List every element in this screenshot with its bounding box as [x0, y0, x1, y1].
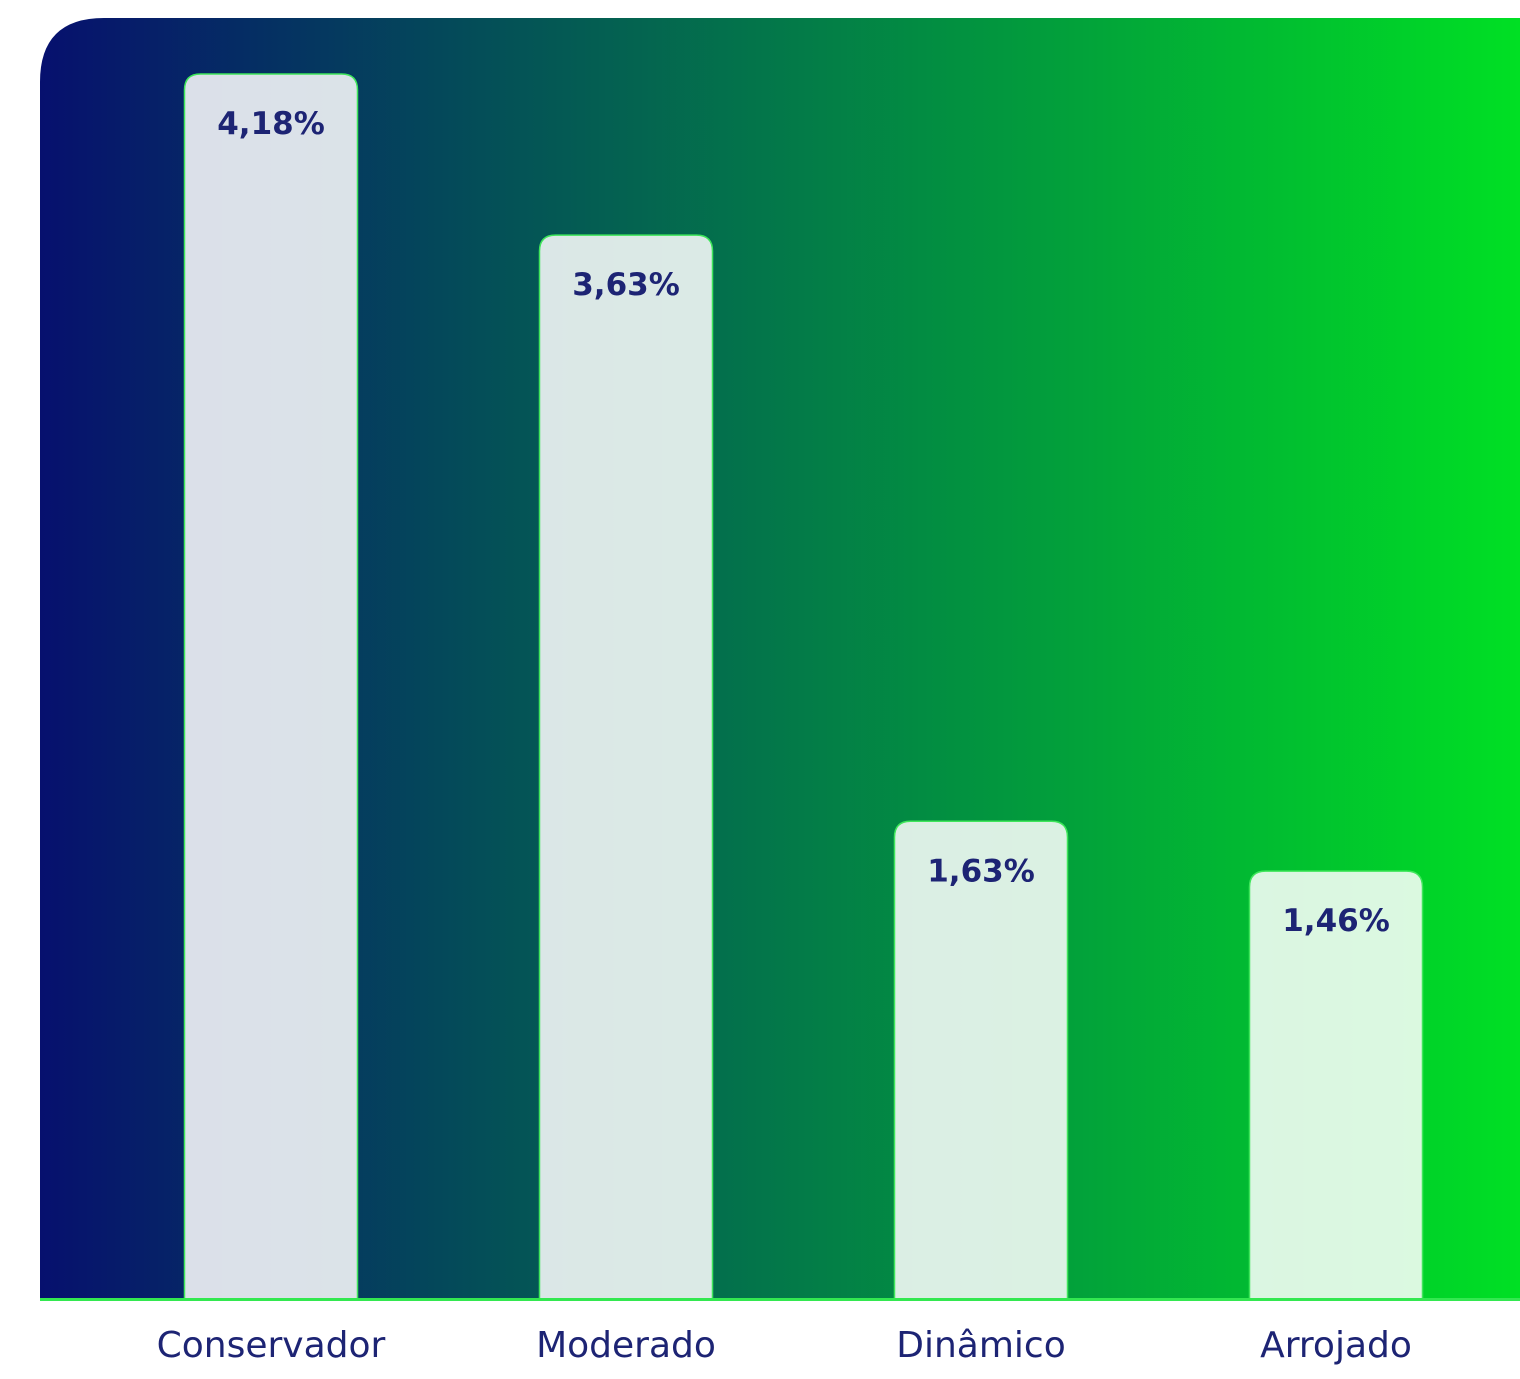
bar-arrojado [1248, 870, 1424, 1300]
data-label: 4,18% [217, 106, 325, 142]
x-tick-label: Moderado [536, 1325, 716, 1366]
data-label: 3,63% [572, 267, 680, 303]
x-tick-label: Arrojado [1260, 1325, 1412, 1366]
x-tick-label: Conservador [157, 1325, 386, 1366]
bar-moderado [538, 234, 714, 1300]
bar-dinâmico [893, 820, 1069, 1300]
plot-background [40, 18, 1520, 1299]
data-label: 1,63% [927, 853, 1035, 889]
data-label: 1,46% [1282, 903, 1390, 939]
bar-conservador [183, 73, 359, 1300]
bars-group [183, 73, 1424, 1300]
x-tick-label: Dinâmico [896, 1325, 1066, 1366]
labels-group: 4,18% Conservador 3,63% Moderado 1,63% Dinâmi… [157, 106, 1412, 1366]
